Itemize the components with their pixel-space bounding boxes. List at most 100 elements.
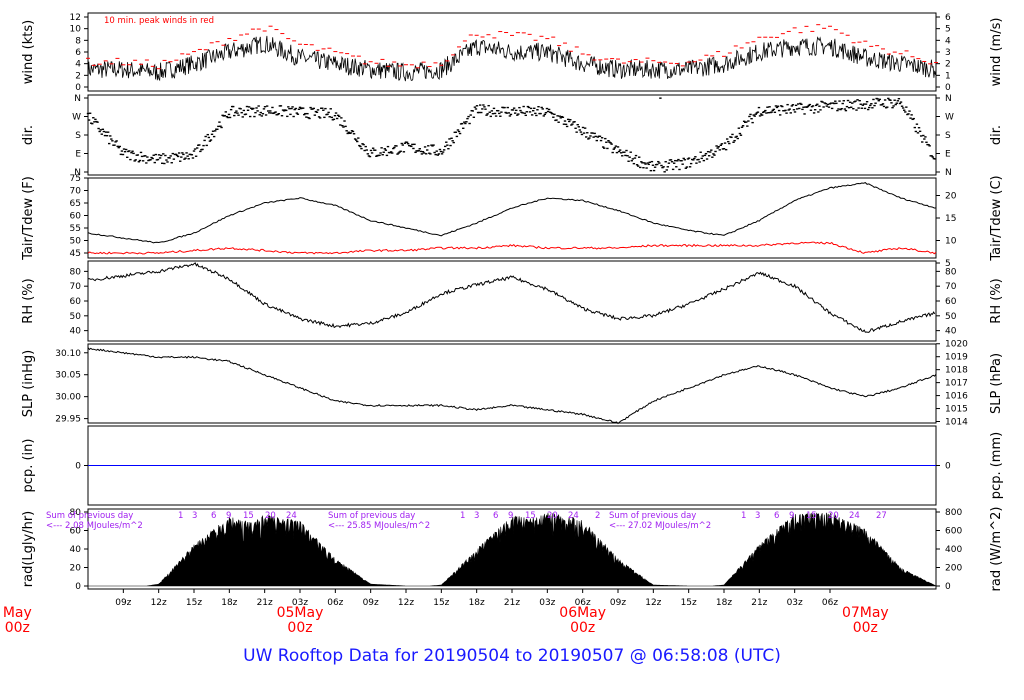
- x-tick-label: 15z: [433, 598, 449, 608]
- rad-hour-marker: 15: [806, 511, 817, 521]
- slp-right-tick-label: 1019: [945, 353, 968, 363]
- rad-hour-marker: 3: [192, 511, 197, 521]
- dir-left-tick-label: S: [75, 131, 81, 141]
- x-axis: 09z 12z 15z 18z 21z 03z 06z 09z 12z 15z 18z 21z 03z 0…: [3, 588, 936, 636]
- rh-left-tick-label: 80: [70, 267, 82, 277]
- rad-hour-marker: 20: [265, 511, 276, 521]
- slp-ylabel-left: SLP (inHg): [21, 350, 36, 418]
- x-day-hour-label: 00z: [287, 620, 312, 636]
- rh-frame: [87, 260, 937, 342]
- rh-left-tick-label: 40: [70, 327, 82, 337]
- pcp-ylabel-left: pcp. (in): [21, 439, 36, 493]
- rad-ylabel-left: rad(Lgly/hr): [21, 511, 36, 587]
- dir-right-tick-label: S: [945, 131, 951, 141]
- wind-right-tick-label: 0: [945, 83, 951, 93]
- rad-right-tick-label: 600: [945, 527, 962, 537]
- wind-right-tick-label: 4: [945, 36, 951, 46]
- rad-hour-marker: 24: [568, 511, 579, 521]
- x-tick-label: 09z: [363, 598, 379, 608]
- rad-left-tick-label: 60: [70, 527, 82, 537]
- wind-left-tick-label: 8: [75, 36, 81, 46]
- dir-right-tick-label: W: [945, 113, 954, 123]
- rad-ylabel-right: rad (W/m^2): [989, 507, 1004, 592]
- rad-hour-marker: 1: [460, 511, 465, 521]
- temp-left-tick-label: 60: [70, 212, 82, 222]
- temp-left-tick-label: 75: [70, 174, 81, 184]
- wind-right-tick-label: 2: [945, 60, 951, 70]
- rh-left-tick-label: 70: [70, 282, 82, 292]
- slp-left-tick-label: 29.95: [55, 415, 81, 425]
- rad-right-tick-label: 800: [945, 508, 962, 518]
- x-day-label: 07May: [842, 605, 889, 621]
- rad-hour-marker: 1: [741, 511, 746, 521]
- temp-right-tick-label: 5: [945, 259, 951, 269]
- dir-left-tick-label: N: [74, 94, 81, 104]
- wind-left-tick-label: 4: [75, 60, 81, 70]
- rad-left-tick-label: 0: [75, 582, 81, 592]
- slp-ylabel-right: SLP (hPa): [989, 353, 1004, 414]
- rad-left-tick-label: 80: [70, 508, 82, 518]
- temp-left-tick-label: 65: [70, 199, 81, 209]
- dir-left-tick-label: N: [74, 168, 81, 178]
- x-tick-label: 15z: [186, 598, 202, 608]
- x-day-hour-label: 00z: [5, 620, 30, 636]
- slp-left-tick-label: 30.00: [55, 393, 81, 403]
- x-tick-label: 18z: [221, 598, 237, 608]
- slp-left-tick-label: 30.10: [55, 349, 81, 359]
- temp-left-tick-label: 50: [70, 237, 82, 247]
- rh-right-tick-label: 50: [945, 312, 957, 322]
- x-tick-label: 21z: [504, 598, 520, 608]
- dir-left-tick-label: E: [75, 150, 81, 160]
- rh-left-tick-label: 60: [70, 297, 82, 307]
- wind-ylabel-left: wind (kts): [21, 20, 36, 84]
- temp-left-tick-label: 45: [70, 249, 81, 259]
- x-day-label: May: [3, 605, 32, 621]
- wind-left-tick-label: 2: [75, 71, 81, 81]
- x-tick-label: 09z: [610, 598, 626, 608]
- x-tick-label: 03z: [292, 598, 308, 608]
- x-tick-label: 09z: [115, 598, 131, 608]
- x-tick-label: 12z: [151, 598, 167, 608]
- wind-right-tick-label: 5: [945, 25, 951, 35]
- rad-sum-label-line2: <--- 25.85 MJoules/m^2: [328, 521, 430, 531]
- dir-ylabel-right: dir.: [989, 125, 1004, 145]
- slp-right-tick-label: 1014: [945, 418, 968, 428]
- temp-left-tick-label: 70: [70, 187, 82, 197]
- rh-right-tick-label: 70: [945, 282, 957, 292]
- x-tick-label: 03z: [539, 598, 555, 608]
- x-tick-label: 15z: [681, 598, 697, 608]
- pcp-left-tick-label: 0: [75, 462, 81, 472]
- pcp-ylabel-right: pcp. (mm): [989, 432, 1004, 499]
- wind-speed-line: [87, 35, 936, 82]
- temp-ylabel-right: Tair/Tdew (C): [989, 175, 1004, 261]
- dir-ylabel-left: dir.: [21, 125, 36, 145]
- temp-right-tick-label: 10: [945, 237, 957, 247]
- rh-left-tick-label: 50: [70, 312, 82, 322]
- pcp-right-tick-label: 0: [945, 462, 951, 472]
- slp-right-tick-label: 1020: [945, 340, 968, 350]
- x-tick-label: 12z: [645, 598, 661, 608]
- rad-hour-marker: 24: [286, 511, 297, 521]
- rh-right-tick-label: 40: [945, 327, 957, 337]
- rad-hour-marker: 3: [755, 511, 760, 521]
- rad-hour-marker: 9: [789, 511, 794, 521]
- rad-hour-marker: 15: [243, 511, 254, 521]
- tdew-line: [87, 241, 937, 255]
- dir-left-tick-label: W: [72, 113, 81, 123]
- rad-sum-label-line2: <--- 2.08 MJoules/m^2: [46, 521, 143, 531]
- dir-right-tick-label: N: [945, 168, 952, 178]
- rad-left-tick-label: 40: [70, 545, 82, 555]
- x-tick-label: 06z: [575, 598, 591, 608]
- rad-hour-marker: 27: [876, 511, 887, 521]
- rad-hour-marker: 1: [178, 511, 183, 521]
- rad-sum-label-line1: Sum of previous day: [328, 511, 415, 521]
- rad-left-tick-label: 20: [70, 564, 82, 574]
- slp-right-tick-label: 1017: [945, 379, 968, 389]
- slp-right-tick-label: 1016: [945, 392, 968, 402]
- slp-right-tick-label: 1018: [945, 366, 968, 376]
- rad-hour-marker: 9: [226, 511, 231, 521]
- slp-line: [87, 347, 937, 425]
- rad-sum-label-line2: <--- 27.02 MJoules/m^2: [609, 521, 711, 531]
